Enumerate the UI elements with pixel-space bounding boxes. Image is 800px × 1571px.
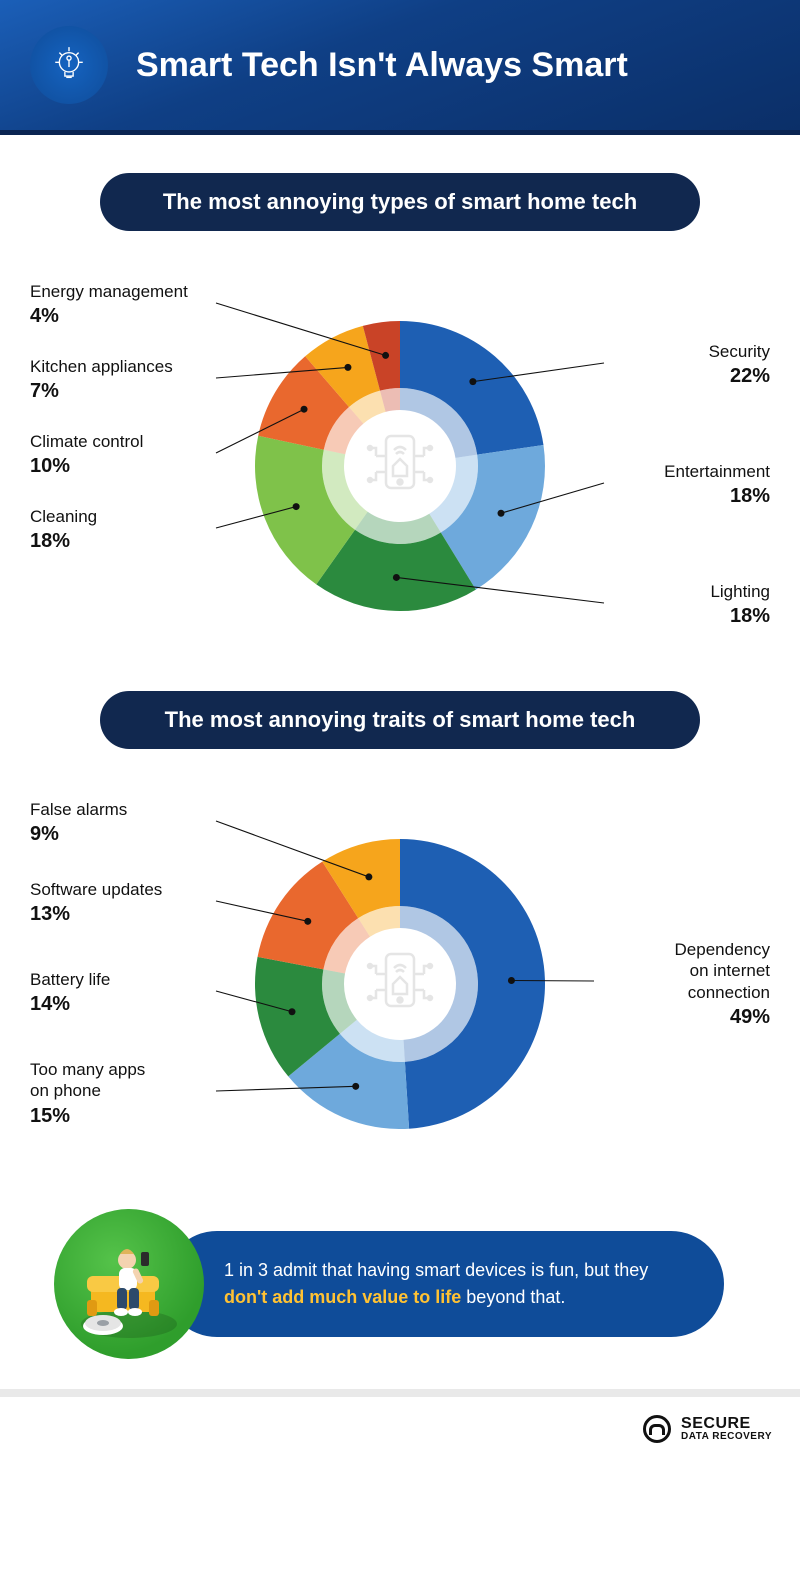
- chart-label: Dependencyon internetconnection49%: [675, 939, 770, 1030]
- callout-pre: 1 in 3 admit that having smart devices i…: [224, 1260, 648, 1280]
- chart-label: Entertainment18%: [664, 461, 770, 509]
- chart-label: Energy management4%: [30, 281, 188, 329]
- chart-label: Climate control10%: [30, 431, 143, 479]
- chart-label: False alarms9%: [30, 799, 127, 847]
- callout-highlight: don't add much value to life: [224, 1287, 461, 1307]
- chart-label: Software updates13%: [30, 879, 162, 927]
- donut-chart-traits: Dependencyon internetconnection49% False …: [30, 799, 770, 1169]
- callout-post: beyond that.: [461, 1287, 565, 1307]
- chart-label: Security22%: [709, 341, 770, 389]
- footer-brand-bottom: DATA RECOVERY: [681, 1432, 772, 1442]
- footer: SECURE DATA RECOVERY: [0, 1389, 800, 1461]
- footer-brand: SECURE DATA RECOVERY: [681, 1416, 772, 1442]
- chart-label: Too many appson phone15%: [30, 1059, 145, 1129]
- section-title-types: The most annoying types of smart home te…: [100, 173, 700, 231]
- lightbulb-icon: [30, 26, 108, 104]
- callout-illustration: [54, 1209, 204, 1359]
- footer-brand-top: SECURE: [681, 1416, 772, 1432]
- callout-row: 1 in 3 admit that having smart devices i…: [54, 1209, 770, 1359]
- callout-text: 1 in 3 admit that having smart devices i…: [164, 1231, 724, 1337]
- chart-label: Kitchen appliances7%: [30, 356, 173, 404]
- chart-label: Cleaning18%: [30, 506, 97, 554]
- section-title-traits: The most annoying traits of smart home t…: [100, 691, 700, 749]
- chart-label: Battery life14%: [30, 969, 110, 1017]
- page-header: Smart Tech Isn't Always Smart: [0, 0, 800, 135]
- donut-chart-types: Security22% Entertainment18% Lighting18% En…: [30, 281, 770, 651]
- page-title: Smart Tech Isn't Always Smart: [136, 46, 628, 85]
- content-area: The most annoying types of smart home te…: [0, 135, 800, 1389]
- lock-icon: [643, 1415, 671, 1443]
- chart-label: Lighting18%: [710, 581, 770, 629]
